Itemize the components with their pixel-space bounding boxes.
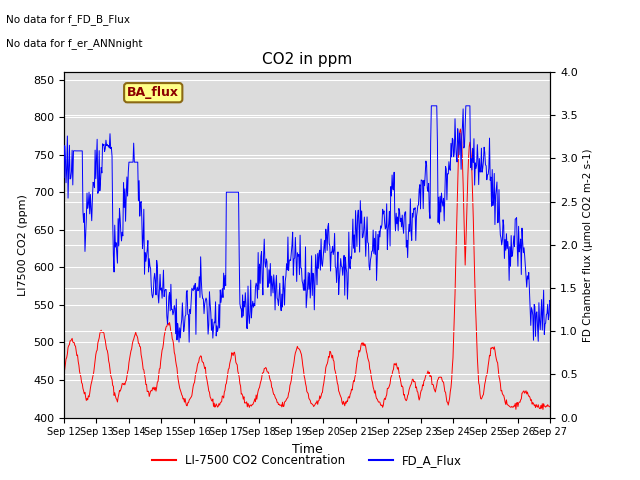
Y-axis label: FD Chamber flux (μmol CO2 m-2 s-1): FD Chamber flux (μmol CO2 m-2 s-1): [584, 148, 593, 342]
X-axis label: Time: Time: [292, 443, 323, 456]
Text: No data for f_FD_B_Flux: No data for f_FD_B_Flux: [6, 14, 131, 25]
Title: CO2 in ppm: CO2 in ppm: [262, 52, 353, 67]
Text: No data for f_er_ANNnight: No data for f_er_ANNnight: [6, 38, 143, 49]
Y-axis label: LI7500 CO2 (ppm): LI7500 CO2 (ppm): [17, 194, 28, 296]
Legend: LI-7500 CO2 Concentration, FD_A_Flux: LI-7500 CO2 Concentration, FD_A_Flux: [148, 449, 467, 472]
Text: BA_flux: BA_flux: [127, 86, 179, 99]
